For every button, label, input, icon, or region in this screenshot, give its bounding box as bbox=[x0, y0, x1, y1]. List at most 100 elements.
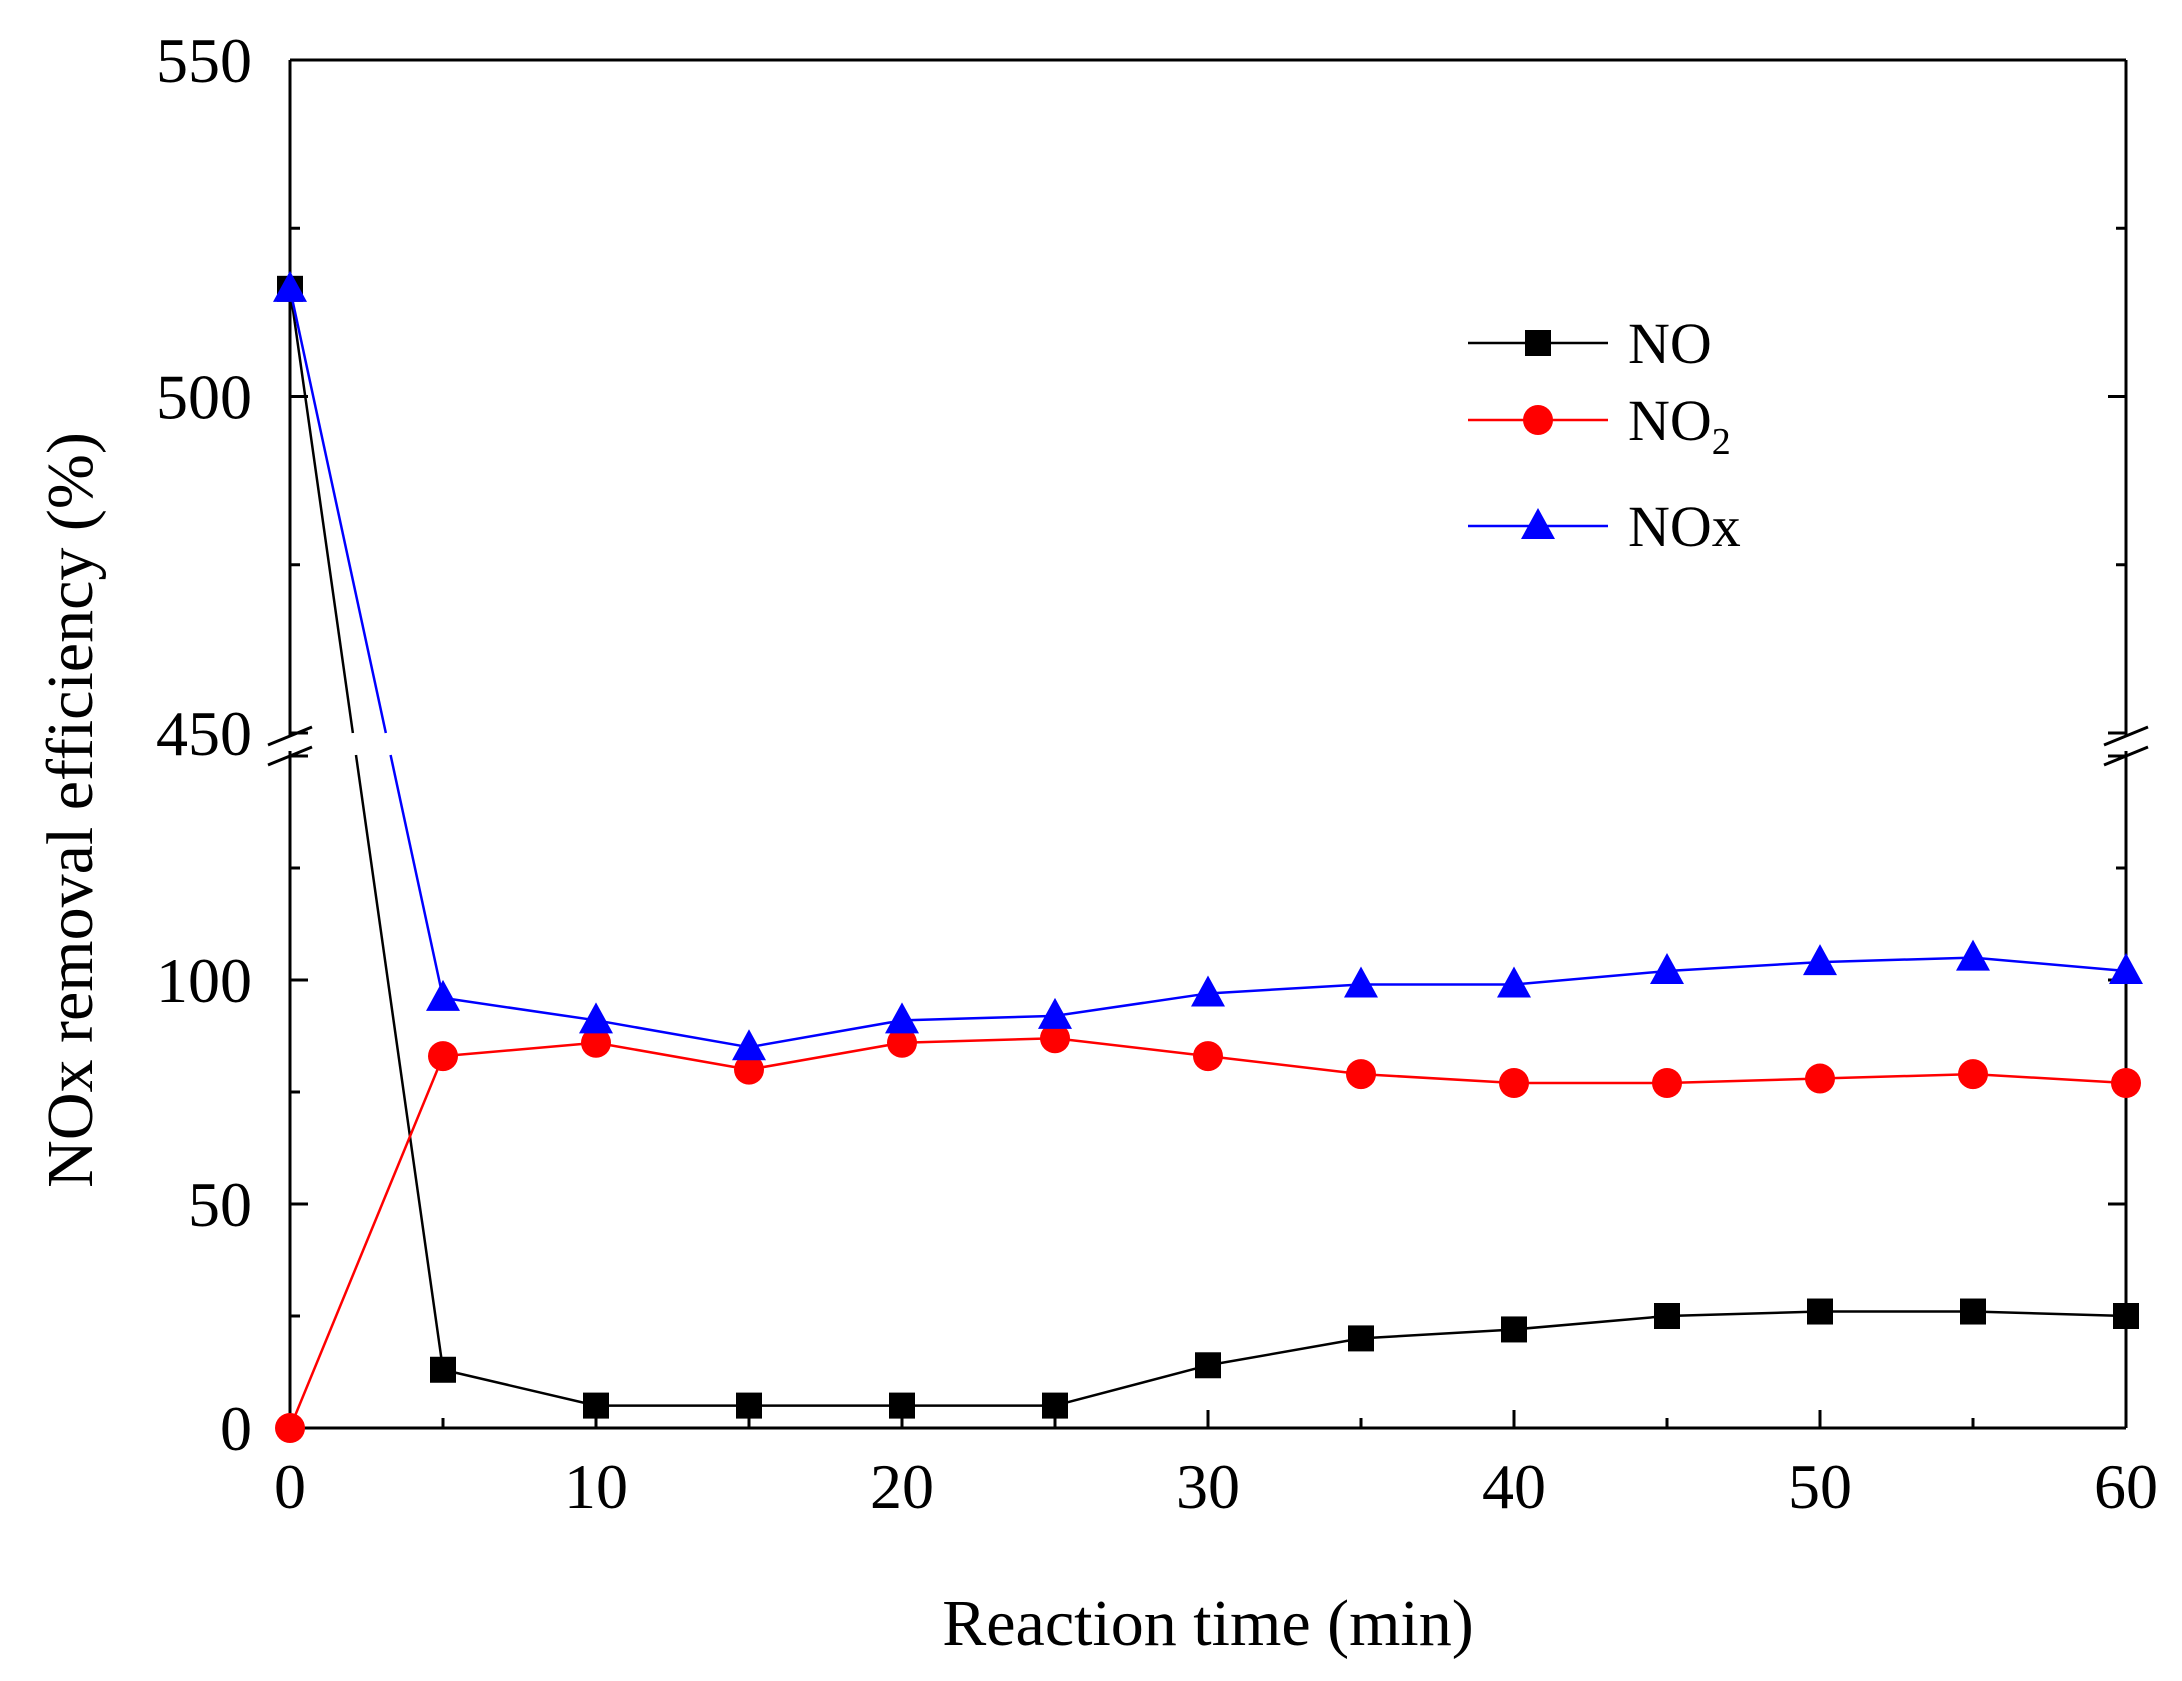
data-point bbox=[273, 270, 307, 302]
data-point bbox=[1042, 1392, 1068, 1419]
legend: NO NO2 NOx bbox=[1468, 311, 1741, 559]
axes bbox=[267, 58, 2149, 1430]
legend-marker bbox=[1525, 330, 1551, 356]
series-line-segment bbox=[1972, 1072, 2127, 1085]
series-line-segment bbox=[354, 754, 445, 1370]
data-point bbox=[2109, 953, 2143, 985]
data-point bbox=[275, 1413, 305, 1443]
legend-subscript: 2 bbox=[1712, 421, 1731, 463]
series-line-segment bbox=[288, 288, 388, 734]
x-tick-label: 10 bbox=[564, 1451, 628, 1522]
data-point bbox=[1497, 966, 1531, 998]
series-line-segment bbox=[1207, 1337, 1362, 1367]
y-axis-title: NOx removal efficiency (%) bbox=[34, 432, 107, 1188]
series-line-segment bbox=[1972, 956, 2127, 973]
data-point bbox=[1193, 1041, 1223, 1072]
series-line-segment bbox=[1819, 1072, 1974, 1080]
series-line-segment bbox=[1054, 992, 1209, 1018]
series-line-segment bbox=[748, 1019, 903, 1049]
x-tick-label: 40 bbox=[1482, 1451, 1546, 1522]
legend-label: NO bbox=[1628, 311, 1712, 376]
series-line-segment bbox=[1360, 1328, 1515, 1340]
axis-break-right bbox=[2103, 725, 2149, 747]
y-tick-label: 450 bbox=[156, 698, 252, 769]
x-tick-label: 50 bbox=[1788, 1451, 1852, 1522]
series-line-segment bbox=[1054, 1364, 1209, 1407]
legend-item-1: NO2 bbox=[1468, 388, 1731, 463]
series-line-segment bbox=[1360, 1072, 1515, 1085]
data-point bbox=[2113, 1303, 2139, 1329]
series-line-segment bbox=[288, 1055, 445, 1429]
data-point bbox=[1348, 1325, 1374, 1352]
series-line-segment bbox=[1972, 1310, 2127, 1318]
series-line-segment bbox=[1207, 1054, 1362, 1076]
series-line-segment bbox=[1666, 1310, 1821, 1318]
legend-marker bbox=[1523, 405, 1553, 435]
data-point bbox=[1499, 1068, 1529, 1099]
axis-break-left bbox=[267, 725, 313, 747]
series-line-segment bbox=[1513, 969, 1668, 986]
data-point bbox=[1805, 1063, 1835, 1094]
data-point bbox=[889, 1392, 915, 1419]
series-line-segment bbox=[288, 288, 355, 734]
series-line-segment bbox=[595, 1019, 750, 1049]
data-point bbox=[430, 1356, 456, 1383]
data-point bbox=[1803, 944, 1837, 976]
series-line-segment bbox=[1054, 1036, 1209, 1058]
data-point bbox=[579, 1002, 613, 1034]
legend-label: NO2 bbox=[1628, 388, 1731, 463]
series-line-segment bbox=[389, 754, 445, 999]
data-point bbox=[1501, 1316, 1527, 1343]
data-point bbox=[2111, 1068, 2141, 1099]
data-point bbox=[1956, 939, 1990, 971]
data-point bbox=[732, 1029, 766, 1061]
y-tick-label: 500 bbox=[156, 362, 252, 433]
series-line-segment bbox=[442, 996, 597, 1022]
data-point bbox=[426, 979, 460, 1011]
series-line-segment bbox=[442, 1041, 597, 1058]
y-tick-label: 100 bbox=[156, 945, 252, 1016]
series-2 bbox=[273, 270, 2143, 1061]
data-point bbox=[1654, 1303, 1680, 1329]
legend-item-2: NOx bbox=[1468, 494, 1741, 559]
data-point bbox=[1346, 1059, 1376, 1090]
x-tick-label: 0 bbox=[274, 1451, 306, 1522]
x-tick-label: 60 bbox=[2094, 1451, 2158, 1522]
legend-marker bbox=[1521, 508, 1555, 539]
series-line-segment bbox=[901, 1014, 1056, 1022]
data-point bbox=[1195, 1352, 1221, 1379]
series-line-segment bbox=[1666, 1077, 1821, 1085]
legend-label: NOx bbox=[1628, 494, 1741, 559]
series-line-segment bbox=[1207, 983, 1362, 995]
data-point bbox=[736, 1392, 762, 1419]
data-point bbox=[428, 1041, 458, 1072]
data-point bbox=[1040, 1023, 1070, 1054]
series-line-segment bbox=[1666, 960, 1821, 973]
series-line-segment bbox=[901, 1036, 1056, 1044]
series-layer bbox=[273, 270, 2143, 1443]
data-point bbox=[581, 1027, 611, 1058]
y-tick-label: 50 bbox=[188, 1169, 252, 1240]
data-point bbox=[734, 1054, 764, 1085]
series-line-segment bbox=[1513, 1314, 1668, 1331]
x-tick-label: 20 bbox=[870, 1451, 934, 1522]
series-line-segment bbox=[595, 1041, 750, 1071]
x-axis-title: Reaction time (min) bbox=[942, 1587, 1474, 1660]
series-1 bbox=[275, 1023, 2141, 1443]
y-tick-label: 0 bbox=[220, 1393, 252, 1464]
data-point bbox=[1191, 975, 1225, 1007]
series-line-segment bbox=[442, 1368, 597, 1407]
legend-item-0: NO bbox=[1468, 311, 1712, 376]
data-point bbox=[583, 1392, 609, 1419]
ticks: 0 10 20 30 40 50 60 0 50 100 450 500 550 bbox=[156, 25, 2158, 1522]
data-point bbox=[1652, 1068, 1682, 1099]
data-point bbox=[1344, 966, 1378, 998]
series-line-segment bbox=[748, 1041, 903, 1071]
y-tick-label: 550 bbox=[156, 25, 252, 96]
data-point bbox=[1038, 997, 1072, 1029]
series-line-segment bbox=[1819, 956, 1974, 964]
x-tick-label: 30 bbox=[1176, 1451, 1240, 1522]
series-0 bbox=[277, 275, 2139, 1419]
data-point bbox=[885, 1002, 919, 1034]
